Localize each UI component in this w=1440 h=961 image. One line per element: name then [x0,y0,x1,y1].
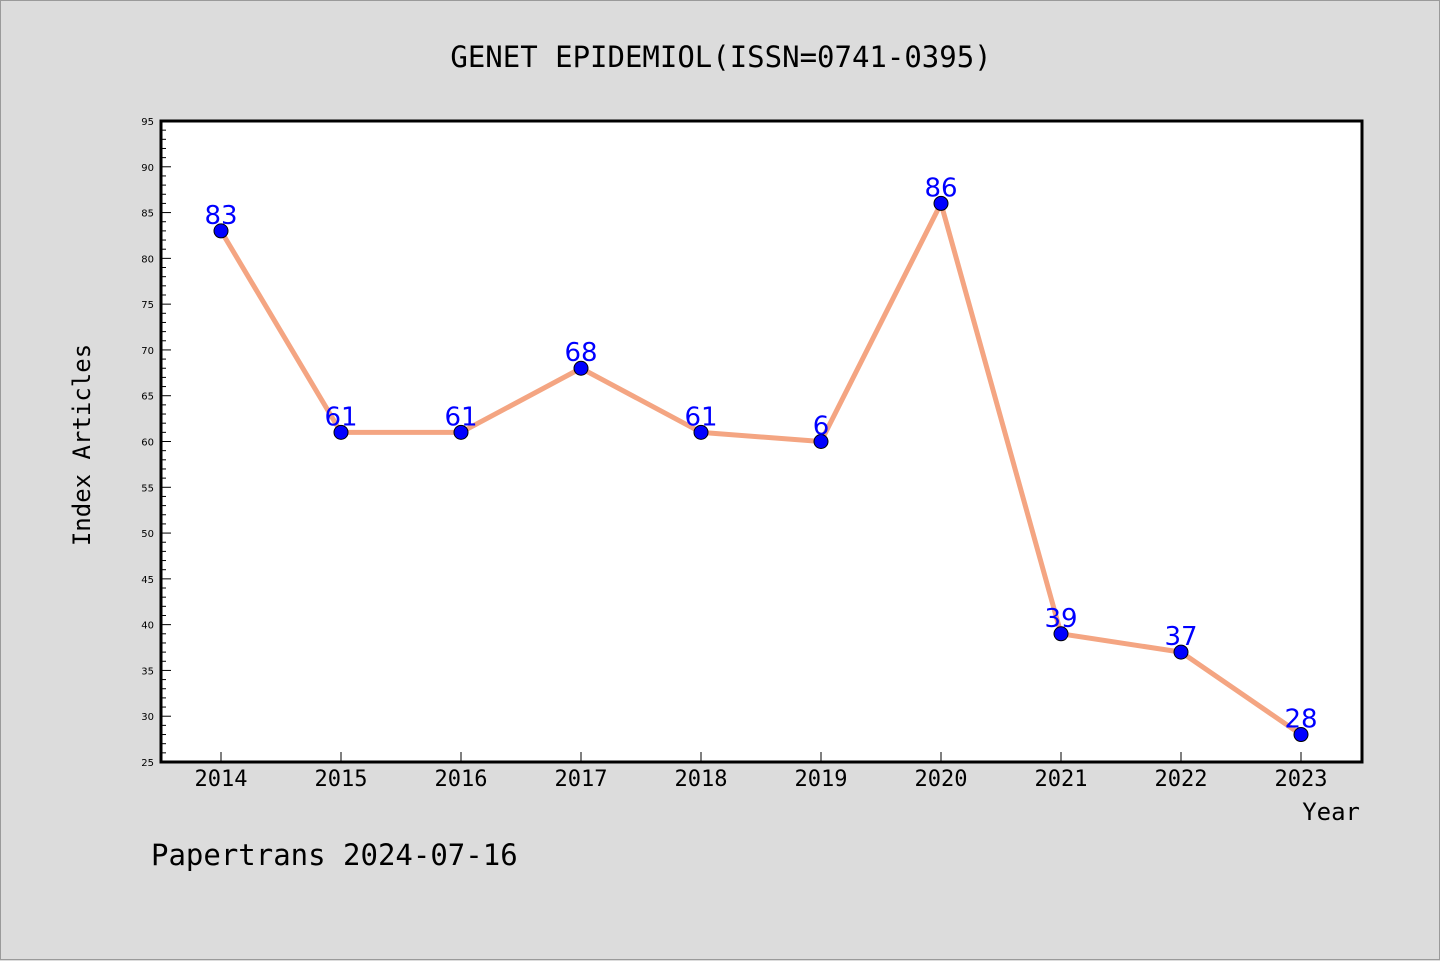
y-tick-label: 80 [141,254,154,265]
data-point [1173,644,1189,660]
data-label: 61 [684,402,717,432]
y-tick-label: 75 [141,300,154,311]
data-label: 28 [1284,705,1317,735]
plot-area [159,119,1364,764]
y-tick-label: 55 [141,483,154,494]
y-tick-label: 95 [141,117,154,128]
y-tick-label: 60 [141,438,154,449]
data-label: 6 [813,412,830,442]
data-label: 37 [1164,622,1197,652]
series-line [218,200,1304,738]
x-tick-label: 2017 [555,767,608,792]
x-tick-label: 2018 [675,767,728,792]
y-tick-label: 40 [141,621,154,632]
x-axis: 2014 2015 2016 2017 2018 2019 2020 2021 2022 2023 [195,752,1328,792]
data-point [693,424,709,440]
x-tick-label: 2014 [195,767,248,792]
data-point [933,195,949,211]
data-label: 68 [564,338,597,368]
data-point [213,223,229,239]
data-label: 83 [204,201,237,231]
y-axis: 25 30 35 40 45 50 55 60 65 70 75 80 85 90 95 [141,117,171,769]
x-tick-label: 2020 [915,767,968,792]
data-point [1053,626,1069,642]
y-tick-label: 90 [141,163,154,174]
x-axis-title: Year [1302,798,1360,826]
y-tick-label: 45 [141,575,154,586]
data-label: 61 [444,402,477,432]
data-label: 61 [324,402,357,432]
data-point [1293,727,1309,743]
y-tick-label: 65 [141,392,154,403]
y-tick-label: 70 [141,346,154,357]
data-markers [213,195,1309,743]
x-tick-label: 2015 [315,767,368,792]
footer-text: Papertrans 2024-07-16 [151,838,518,872]
x-tick-label: 2021 [1035,767,1088,792]
y-tick-label: 30 [141,712,154,723]
y-tick-label: 85 [141,209,154,220]
data-labels: 83 61 61 68 61 6 86 39 37 28 [204,173,1317,734]
data-point [573,360,589,376]
y-tick-label: 35 [141,666,154,677]
y-tick-label: 25 [141,758,154,769]
data-point [453,424,469,440]
y-tick-label: 50 [141,529,154,540]
x-tick-label: 2022 [1155,767,1208,792]
data-label: 86 [924,173,957,203]
chart-title: GENET EPIDEMIOL(ISSN=0741-0395) [450,40,991,74]
data-label: 39 [1044,604,1077,634]
x-tick-label: 2016 [435,767,488,792]
data-point [333,424,349,440]
data-point [813,434,829,449]
x-tick-label: 2023 [1275,767,1328,792]
x-tick-label: 2019 [795,767,848,792]
y-axis-title: Index Articles [68,344,96,546]
